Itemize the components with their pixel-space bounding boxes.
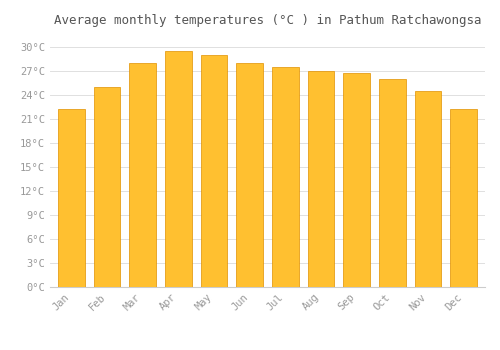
Bar <box>130 63 156 287</box>
Bar <box>450 110 477 287</box>
Bar <box>58 110 85 287</box>
Bar <box>344 72 370 287</box>
Bar <box>379 79 406 287</box>
Title: Average monthly temperatures (°C ) in Pathum Ratchawongsa: Average monthly temperatures (°C ) in Pa… <box>54 14 481 27</box>
Bar <box>308 71 334 287</box>
Bar <box>200 55 228 287</box>
Bar <box>236 63 263 287</box>
Bar <box>414 91 442 287</box>
Bar <box>94 87 120 287</box>
Bar <box>272 67 298 287</box>
Bar <box>165 51 192 287</box>
